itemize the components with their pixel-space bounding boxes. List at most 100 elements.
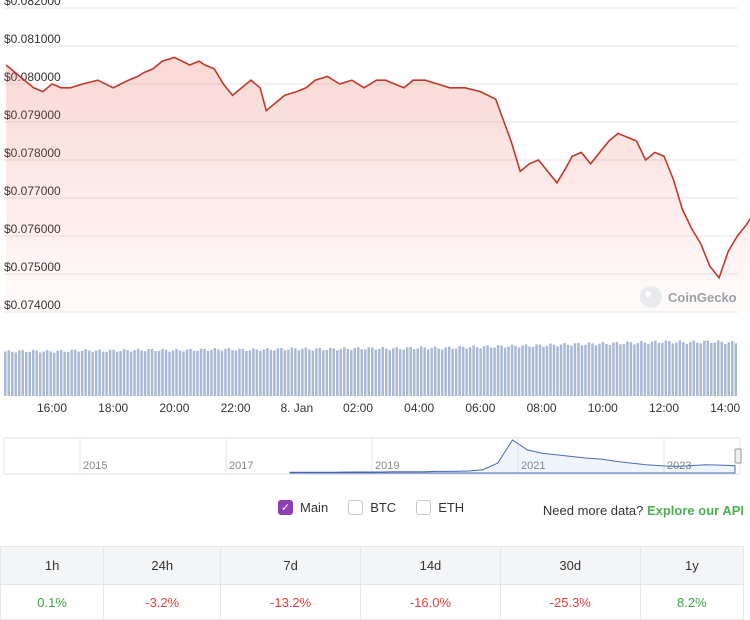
volume-bar [262, 349, 266, 396]
volume-bar [185, 349, 189, 396]
volume-bar [336, 350, 339, 396]
volume-bar [570, 345, 573, 396]
x-axis-labels: 16:00 18:00 20:00 22:00 8. Jan 02:00 04:00 06:0… [37, 401, 741, 415]
volume-bar [98, 349, 101, 396]
volume-bar [332, 348, 336, 396]
x-tick-label: 20:00 [159, 401, 189, 415]
volume-bar [308, 349, 311, 396]
volume-bar [35, 350, 38, 396]
volume-bar [105, 351, 108, 396]
value-14d: -16.0% [360, 584, 501, 620]
volume-bar [322, 350, 325, 396]
volume-bar [14, 352, 17, 396]
volume-bar [7, 350, 10, 396]
volume-bar [45, 349, 49, 396]
volume-bar [622, 344, 626, 396]
legend-main[interactable]: ✓ Main [278, 500, 328, 515]
volume-bar [640, 340, 643, 396]
volume-bar [591, 343, 594, 396]
volume-bar [584, 344, 587, 396]
volume-bar [405, 347, 409, 396]
x-tick-label: 8. Jan [280, 401, 313, 415]
volume-bar [164, 349, 168, 396]
price-chart[interactable]: $0.082000$0.081000$0.080000$0.079000$0.0… [0, 0, 750, 485]
volume-bar [643, 342, 647, 396]
volume-bar [28, 351, 31, 396]
volume-bar [122, 349, 126, 396]
volume-bar [175, 348, 178, 396]
checkbox-main[interactable]: ✓ [278, 500, 293, 515]
volume-bar [157, 350, 161, 396]
explore-api-link[interactable]: Explore our API [646, 503, 744, 518]
volume-bar [661, 342, 664, 396]
volume-bar [552, 344, 556, 396]
legend-btc-label: BTC [370, 500, 397, 515]
volume-bar [433, 346, 437, 396]
volume-bar [507, 346, 510, 396]
volume-bar [573, 343, 577, 396]
volume-bar [636, 343, 640, 396]
legend: ✓ Main BTC ETH [278, 500, 464, 515]
volume-bar [384, 348, 388, 396]
volume-bar [423, 347, 426, 396]
volume-bar [273, 350, 276, 396]
volume-bar [161, 348, 164, 396]
volume-bar [626, 341, 629, 396]
volume-bar [150, 348, 154, 396]
volume-bar [38, 352, 42, 396]
volume-bar [182, 351, 185, 396]
volume-bar [675, 342, 678, 396]
volume-bar [283, 350, 287, 396]
legend-eth[interactable]: ETH [416, 500, 464, 515]
volume-bar [430, 347, 433, 396]
navigator-handle[interactable] [734, 448, 742, 464]
volume-bar [577, 342, 580, 396]
legend-btc[interactable]: BTC [348, 500, 396, 515]
coingecko-watermark: CoinGecko [640, 286, 737, 308]
performance-table: 1h 24h 7d 14d 30d 1y 0.1% -3.2% -13.2% -… [0, 546, 745, 620]
navigator[interactable]: 20152017201920212023 [3, 437, 742, 475]
volume-bar [84, 349, 87, 396]
x-tick-label: 14:00 [710, 401, 740, 415]
volume-bar [49, 351, 52, 396]
volume-bar [318, 348, 322, 396]
volume-bar [517, 347, 521, 396]
checkbox-btc[interactable] [348, 500, 364, 515]
volume-bar [17, 350, 21, 396]
volume-bar [21, 349, 24, 396]
performance-header-row: 1h 24h 7d 14d 30d 1y [0, 546, 745, 585]
navigator-grid: 20152017201920212023 [79, 438, 691, 474]
volume-bar [171, 350, 175, 396]
volume-bar [689, 341, 692, 396]
volume-bar [210, 349, 213, 396]
volume-bar [266, 348, 269, 396]
volume-bar [346, 348, 350, 396]
volume-bar [391, 348, 395, 396]
volume-bar [465, 348, 468, 396]
volume-bar [710, 343, 713, 396]
volume-bar [402, 349, 405, 396]
volume-bar [360, 349, 364, 396]
volume-bar [350, 350, 353, 396]
volume-bar [479, 348, 482, 396]
volume-bar [147, 349, 150, 396]
checkbox-eth[interactable] [416, 500, 432, 515]
x-tick-label: 12:00 [649, 401, 679, 415]
volume-bar [580, 345, 584, 396]
more-data-prefix: Need more data? [542, 503, 644, 518]
volume-bar [192, 350, 196, 396]
volume-bar [696, 342, 699, 396]
volume-bar [419, 346, 423, 396]
volume-bar [447, 346, 451, 396]
volume-bar [724, 343, 727, 396]
volume-bar [381, 347, 384, 396]
volume-bar [440, 349, 444, 396]
volume-bars [4, 340, 737, 396]
volume-bar [241, 348, 245, 396]
volume-bar [514, 346, 517, 396]
volume-bar [196, 350, 199, 396]
volume-bar [692, 340, 696, 396]
volume-bar [70, 349, 73, 396]
volume-bar [294, 348, 297, 396]
volume-bar [731, 340, 734, 396]
